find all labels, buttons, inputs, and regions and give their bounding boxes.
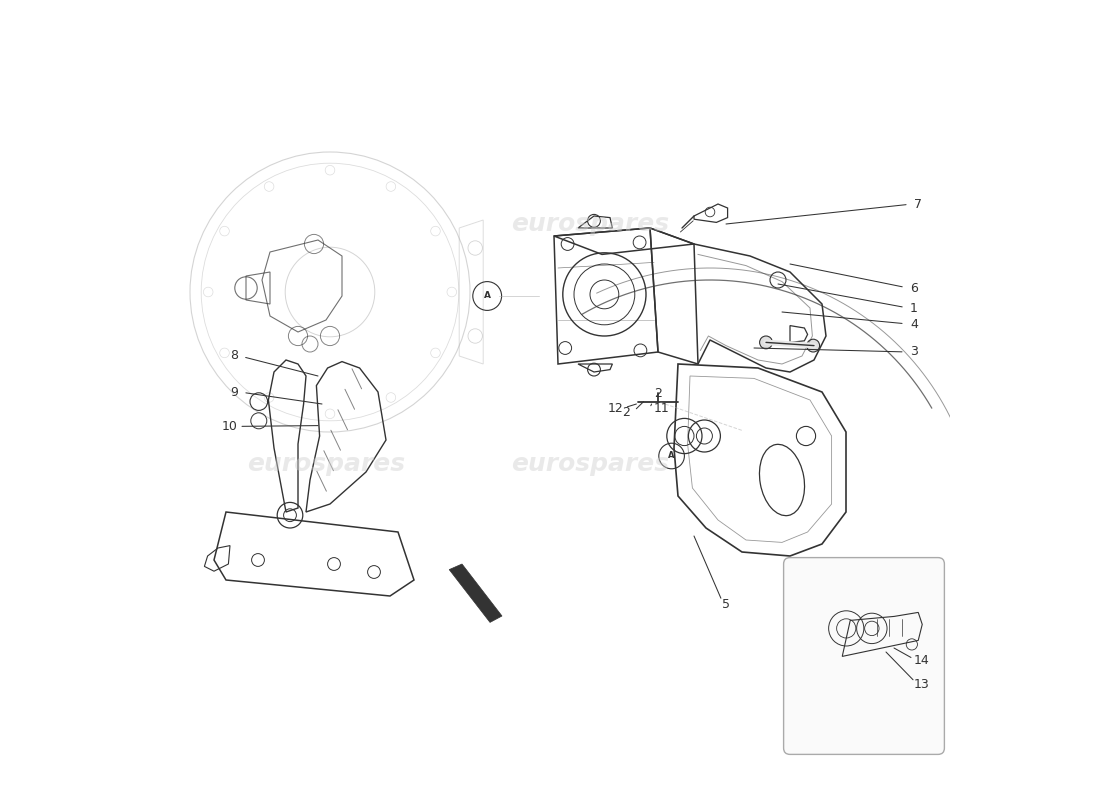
- Text: 13: 13: [914, 678, 929, 690]
- Circle shape: [760, 336, 772, 349]
- Text: 3: 3: [910, 346, 917, 358]
- Text: 11: 11: [654, 402, 670, 414]
- Text: 2: 2: [654, 387, 662, 400]
- Text: 2: 2: [623, 406, 630, 418]
- Text: 14: 14: [914, 654, 929, 666]
- Text: 10: 10: [222, 420, 238, 433]
- Text: 5: 5: [722, 598, 730, 610]
- Text: 7: 7: [914, 198, 922, 210]
- Text: eurospares: eurospares: [510, 452, 669, 476]
- Text: eurospares: eurospares: [246, 452, 405, 476]
- Text: 9: 9: [230, 386, 238, 398]
- Text: 4: 4: [910, 318, 917, 330]
- Text: 8: 8: [230, 350, 238, 362]
- Text: A: A: [669, 451, 675, 461]
- FancyBboxPatch shape: [783, 558, 945, 754]
- Text: 12: 12: [607, 402, 624, 414]
- Polygon shape: [449, 564, 502, 622]
- Circle shape: [806, 339, 820, 352]
- Text: eurospares: eurospares: [510, 212, 669, 236]
- Text: 6: 6: [910, 282, 917, 294]
- Text: 1: 1: [910, 302, 917, 314]
- Text: A: A: [484, 291, 491, 301]
